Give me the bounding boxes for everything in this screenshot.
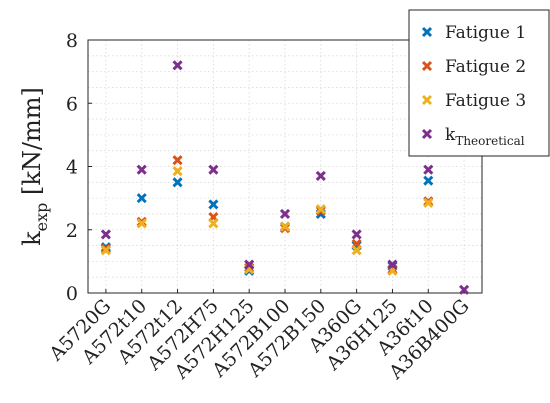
data-point-series-2	[172, 155, 183, 166]
y-axis-title-main: k	[18, 231, 46, 246]
legend-box	[408, 9, 550, 157]
data-point-series-4	[244, 259, 255, 270]
legend-marker	[421, 26, 433, 38]
y-tick-label: 2	[66, 220, 78, 242]
legend-marker	[421, 94, 433, 106]
y-axis-title-sub: exp	[32, 203, 51, 232]
data-point-series-3	[423, 197, 434, 208]
y-tick-label: 0	[66, 283, 78, 305]
legend-label: Fatigue 2	[445, 57, 526, 77]
data-point-series-4	[351, 229, 362, 240]
data-point-series-3	[172, 166, 183, 177]
legend-item: Fatigue 1	[421, 23, 526, 43]
legend-label: Fatigue 1	[445, 23, 526, 43]
legend: Fatigue 1 Fatigue 2 Fatigue 3 kTheoretical	[408, 9, 550, 157]
data-point-series-4	[279, 208, 291, 219]
data-point-series-3	[100, 245, 111, 256]
data-point-series-3	[279, 221, 291, 232]
data-points	[100, 60, 470, 295]
legend-label-main: k	[445, 125, 456, 145]
legend-marker	[421, 60, 433, 72]
data-point-series-3	[315, 204, 326, 215]
data-point-series-4	[387, 259, 398, 270]
legend-item: Fatigue 2	[421, 57, 526, 77]
data-point-series-1	[208, 199, 219, 210]
data-point-series-1	[172, 177, 183, 188]
data-point-series-3	[351, 245, 362, 256]
data-point-series-4	[100, 229, 111, 240]
data-point-series-3	[208, 218, 219, 229]
data-point-series-3	[136, 218, 147, 229]
data-point-series-4	[423, 164, 434, 175]
legend-marker	[421, 128, 433, 140]
data-point-series-4	[459, 284, 470, 295]
x-axis-ticks: A5720GA572t10A572t12A572H75A572H125A572B…	[45, 289, 474, 384]
data-point-series-4	[136, 164, 147, 175]
data-point-series-4	[208, 164, 219, 175]
data-point-series-4	[172, 60, 183, 71]
legend-item: Fatigue 3	[421, 91, 526, 111]
y-tick-label: 8	[66, 30, 78, 52]
legend-label: kTheoretical	[445, 125, 525, 148]
y-axis-title-unit: [kN/mm]	[18, 87, 46, 203]
y-axis-ticks: 0 2 4 6 8	[66, 30, 92, 305]
data-point-series-4	[315, 170, 326, 182]
legend-label: Fatigue 3	[445, 91, 526, 111]
data-point-series-1	[136, 193, 147, 204]
y-axis-title: kexp [kN/mm]	[18, 87, 51, 246]
y-tick-label: 4	[66, 157, 78, 179]
y-tick-label: 6	[66, 93, 78, 115]
legend-item: kTheoretical	[421, 125, 525, 148]
legend-label-sub: Theoretical	[455, 134, 524, 148]
data-point-series-1	[423, 175, 434, 186]
